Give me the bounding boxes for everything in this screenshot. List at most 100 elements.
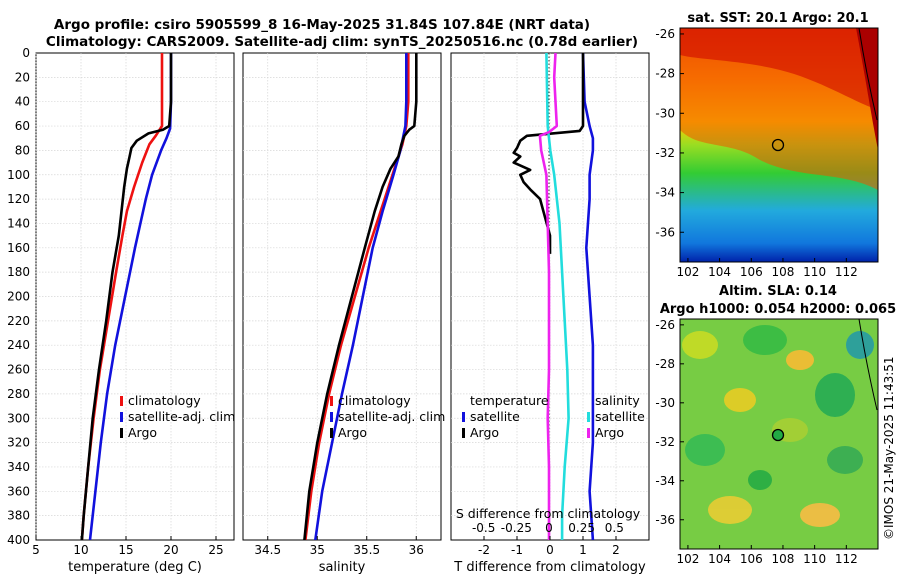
x-tick-label: 108 [772, 552, 795, 566]
sst-coast-region [856, 28, 878, 150]
x-tick-label: 104 [708, 265, 731, 279]
legend-swatch-satellite [120, 412, 123, 422]
x-tick-label: 15 [118, 543, 133, 557]
coastline [858, 318, 878, 411]
y-tick-label: 60 [15, 119, 30, 133]
s-difference-label: S difference from climatology [456, 506, 641, 521]
y-tick-label: 400 [7, 533, 30, 547]
sla-map: Altim. SLA: 0.14 Argo h1000: 0.054 h2000… [655, 284, 896, 566]
x-tick-label: 5 [32, 543, 40, 557]
top-tick-label: 0.5 [605, 521, 624, 535]
y-tick-label: -28 [655, 357, 675, 371]
x-tick-label: 35.5 [353, 543, 380, 557]
coastline [858, 27, 878, 121]
x-tick-label: 108 [772, 265, 795, 279]
y-tick-label: -36 [655, 225, 675, 239]
legend-climatology: climatology [338, 393, 411, 408]
temperature-xlabel: temperature (deg C) [68, 560, 202, 575]
legend-satellite: satellite-adj. clim [128, 409, 235, 424]
x-tick-label: 36 [409, 543, 424, 557]
legend-swatch-sal-argo [587, 428, 590, 438]
x-tick-label: 1 [579, 543, 587, 557]
series-line-temperature-argo [512, 53, 585, 254]
legend-climatology: climatology [128, 393, 201, 408]
salinity-panel: 34.5 35 35.5 36 salinity climatology satell… [242, 52, 445, 575]
legend-temperature: temperature [470, 393, 549, 408]
x-tick-label: -2 [478, 543, 490, 557]
legend-swatch-satellite [330, 412, 333, 422]
y-tick-label: 260 [7, 363, 30, 377]
x-tick-label: 25 [208, 543, 223, 557]
legend-swatch-temp-argo [462, 428, 465, 438]
y-tick-label: 140 [7, 216, 30, 230]
x-tick-label: 35 [310, 543, 325, 557]
x-tick-label: 10 [73, 543, 88, 557]
x-tick-label: 102 [676, 552, 699, 566]
sla-map-title-1: Altim. SLA: 0.14 [719, 284, 837, 299]
y-tick-label: 40 [15, 95, 30, 109]
legend-temp-satellite: satellite [470, 409, 520, 424]
y-tick-label: -32 [655, 435, 675, 449]
y-tick-label: 0 [22, 46, 30, 60]
series-line-salinity-satellite [545, 53, 570, 540]
y-tick-label: -34 [655, 474, 675, 488]
top-tick-label: -0.25 [501, 521, 532, 535]
legend-argo: Argo [128, 425, 157, 440]
legend-swatch-climatology [120, 396, 123, 406]
salinity-xlabel: salinity [319, 560, 366, 575]
y-tick-label: 240 [7, 338, 30, 352]
y-tick-label: -32 [655, 146, 675, 160]
y-tick-label: 360 [7, 484, 30, 498]
sst-map-title: sat. SST: 20.1 Argo: 20.1 [687, 11, 868, 26]
t-difference-xlabel: T difference from climatology [453, 560, 646, 575]
legend-swatch-sal-satellite [587, 412, 590, 422]
temperature-legend: climatology satellite-adj. clim Argo [120, 393, 235, 440]
y-tick-label: -36 [655, 513, 675, 527]
x-tick-label: -1 [511, 543, 523, 557]
legend-swatch-climatology [330, 396, 333, 406]
legend-sal-argo: Argo [595, 425, 624, 440]
title-line2: Climatology: CARS2009. Satellite-adj cli… [46, 34, 638, 50]
x-tick-label: 102 [676, 265, 699, 279]
y-tick-label: 300 [7, 411, 30, 425]
y-tick-label: 180 [7, 265, 30, 279]
x-tick-label: 110 [803, 552, 826, 566]
y-tick-label: 120 [7, 192, 30, 206]
legend-temp-argo: Argo [470, 425, 499, 440]
x-tick-label: 104 [708, 552, 731, 566]
legend-swatch-argo [330, 428, 333, 438]
x-tick-label: 0 [546, 543, 554, 557]
y-tick-label: 220 [7, 314, 30, 328]
x-tick-label: 112 [835, 552, 858, 566]
argo-float-marker [771, 428, 785, 442]
y-tick-label: 100 [7, 168, 30, 182]
y-tick-label: 280 [7, 387, 30, 401]
y-tick-label: 20 [15, 70, 30, 84]
difference-legend: temperature satellite Argo salinity sate… [462, 393, 645, 440]
top-tick-label: -0.5 [472, 521, 495, 535]
y-tick-label: -34 [655, 186, 675, 200]
sst-map: sat. SST: 20.1 Argo: 20.1 102 104 106 108 11… [655, 11, 879, 279]
legend-argo: Argo [338, 425, 367, 440]
x-tick-label: 34.5 [254, 543, 281, 557]
legend-swatch-argo [120, 428, 123, 438]
x-tick-label: 2 [612, 543, 620, 557]
x-tick-label: 110 [803, 265, 826, 279]
difference-panel: -2 -1 0 1 2 -0.5 -0.25 0 0.25 0.5 S difference f… [450, 52, 650, 575]
series-line-temperature-satellite [581, 53, 595, 540]
y-tick-label: 320 [7, 436, 30, 450]
legend-salinity: salinity [595, 393, 640, 408]
x-tick-label: 112 [835, 265, 858, 279]
series-line-satellite-adj-clim [88, 53, 173, 540]
salinity-legend: climatology satellite-adj. clim Argo [330, 393, 445, 440]
x-tick-label: 106 [740, 552, 763, 566]
y-tick-label: -30 [655, 106, 675, 120]
legend-satellite: satellite-adj. clim [338, 409, 445, 424]
y-tick-label: 200 [7, 290, 30, 304]
argo-float-marker [771, 138, 785, 152]
series-line-salinity-argo [538, 53, 559, 540]
x-tick-label: 106 [740, 265, 763, 279]
y-tick-label: -30 [655, 396, 675, 410]
watermark: ©IMOS 21-May-2025 11:43:51 [882, 356, 896, 540]
